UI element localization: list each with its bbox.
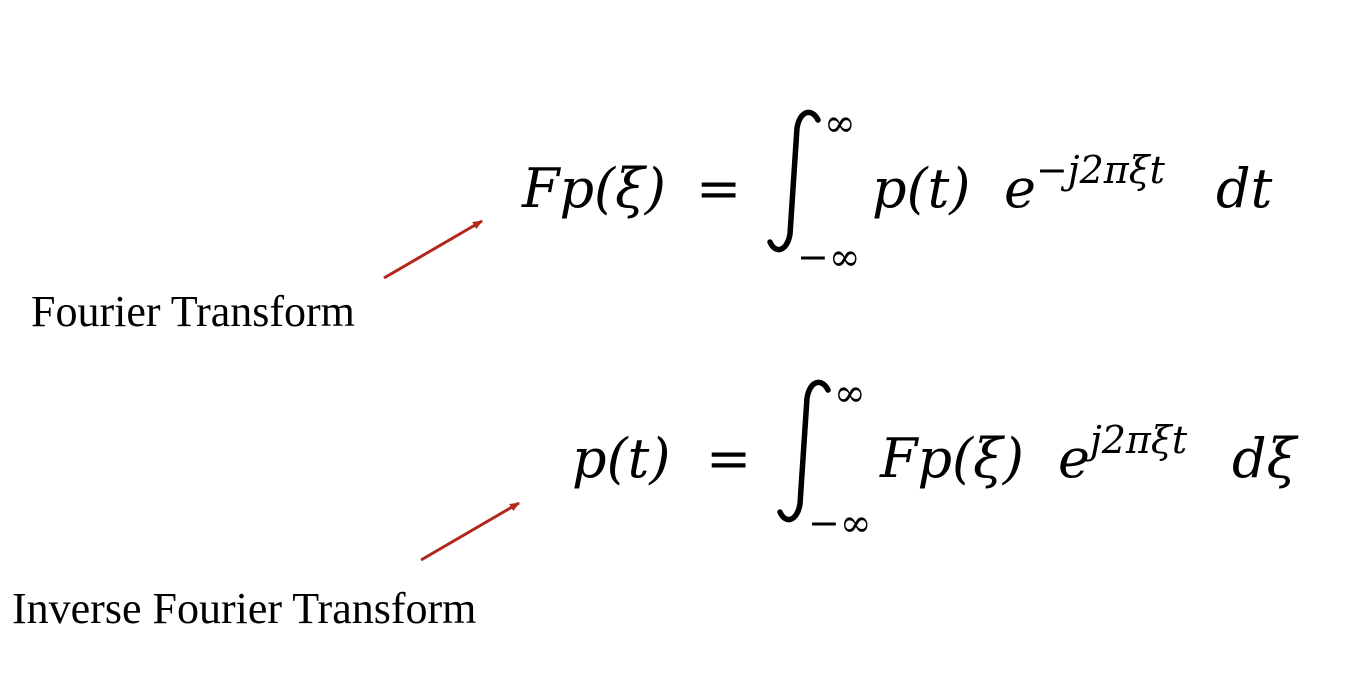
differential: dξ [1232,427,1297,490]
exp-base: e [1058,427,1090,490]
exponent: j2πξt [1089,418,1188,462]
inverse-fourier-transform-label: Inverse Fourier Transform [12,584,477,633]
exponential: ej2πξt [1058,421,1187,486]
integral-sign-icon [767,109,821,253]
fourier-transform-label: Fourier Transform [31,287,355,336]
forward-arrow [383,219,483,280]
inverse-arrow [420,501,520,562]
differential: dt [1216,157,1273,220]
upper-limit: ∞ [824,101,856,145]
equation-lhs: p(t) [572,427,671,490]
integral-sign-icon [777,379,831,523]
integrand: Fp(ξ) [880,427,1024,490]
exponential: e−j2πξt [1004,151,1165,216]
lower-limit: −∞ [797,235,861,279]
equation-lhs: Fp(ξ) [522,157,666,220]
equals-sign: = [706,427,752,490]
lower-limit: −∞ [808,501,872,545]
upper-limit: ∞ [834,371,866,415]
integrand: p(t) [872,157,971,220]
exp-base: e [1004,157,1036,220]
exponent: −j2πξt [1035,148,1165,192]
equals-sign: = [696,157,742,220]
